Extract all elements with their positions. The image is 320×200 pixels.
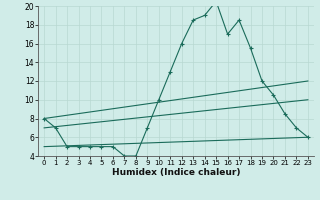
X-axis label: Humidex (Indice chaleur): Humidex (Indice chaleur) <box>112 168 240 177</box>
